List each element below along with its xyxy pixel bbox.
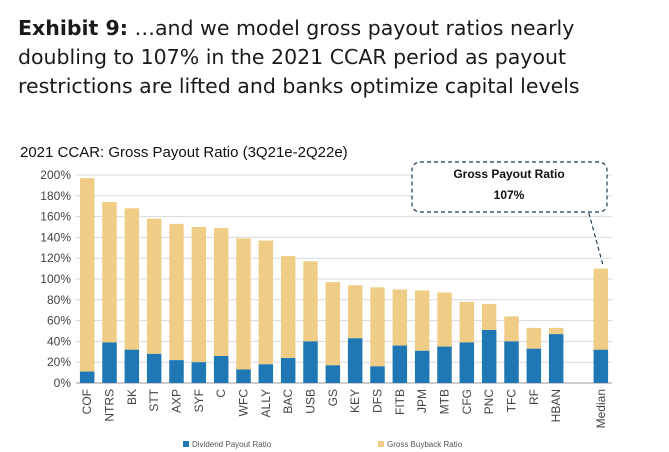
annotation-box	[411, 161, 608, 213]
bar-dividend	[124, 349, 140, 383]
x-tick-label: USB	[304, 389, 318, 414]
x-tick-label: BAC	[281, 389, 295, 414]
x-tick-label: C	[214, 389, 228, 398]
y-tick-label: 180%	[40, 189, 71, 203]
exhibit-headline: Exhibit 9: …and we model gross payout ra…	[18, 14, 658, 101]
bar-buyback	[146, 218, 162, 354]
bar-buyback	[325, 282, 341, 366]
bar-buyback	[347, 285, 363, 339]
bar-buyback	[258, 240, 274, 365]
bar-dividend	[79, 371, 95, 383]
bar-dividend	[481, 329, 497, 383]
bar-dividend	[258, 364, 274, 383]
bar-buyback	[392, 289, 408, 346]
bar-dividend	[146, 353, 162, 383]
bar-dividend	[526, 348, 542, 383]
y-tick-label: 100%	[40, 272, 71, 286]
bar-dividend	[593, 349, 609, 383]
x-tick-label: RF	[527, 389, 541, 405]
exhibit-text: …and we model gross payout ratios nearly…	[18, 16, 580, 98]
y-tick-label: 140%	[40, 230, 71, 244]
bar-dividend	[191, 362, 207, 383]
bar-dividend	[236, 369, 251, 383]
bar-dividend	[347, 338, 363, 383]
x-tick-label: CFG	[460, 389, 474, 414]
bar-buyback	[102, 202, 117, 343]
y-tick-label: 60%	[47, 314, 71, 328]
bar-buyback	[437, 292, 452, 347]
y-tick-label: 160%	[40, 210, 71, 224]
bar-buyback	[481, 303, 497, 330]
bar-dividend	[392, 345, 408, 383]
bar-buyback	[303, 261, 318, 342]
x-tick-label: Median	[594, 389, 608, 428]
bar-buyback	[526, 327, 542, 349]
bar-dividend	[280, 358, 296, 383]
bar-buyback	[169, 223, 184, 361]
legend-swatch	[378, 441, 384, 447]
bar-buyback	[280, 256, 296, 359]
x-tick-label: HBAN	[549, 389, 563, 422]
bar-dividend	[414, 350, 430, 383]
bar-buyback	[236, 238, 251, 370]
bar-buyback	[414, 290, 430, 351]
x-tick-label: FITB	[393, 389, 407, 415]
legend-swatch	[183, 441, 189, 447]
x-tick-label: AXP	[170, 389, 184, 413]
x-tick-label: ALLY	[259, 389, 273, 417]
bar-buyback	[459, 301, 475, 343]
bar-buyback	[593, 268, 609, 350]
bar-buyback	[79, 178, 95, 372]
bar-dividend	[370, 366, 385, 383]
x-tick-label: TFC	[505, 389, 519, 413]
bar-dividend	[102, 342, 117, 383]
x-tick-label: JPM	[415, 389, 429, 413]
x-tick-label: COF	[80, 389, 94, 414]
bar-buyback	[370, 287, 385, 367]
bar-buyback	[213, 228, 229, 356]
exhibit-label: Exhibit 9:	[18, 16, 128, 40]
y-tick-label: 200%	[40, 168, 71, 182]
y-tick-label: 120%	[40, 251, 71, 265]
bar-buyback	[191, 227, 207, 363]
chart-title: 2021 CCAR: Gross Payout Ratio (3Q21e-2Q2…	[20, 144, 348, 161]
x-tick-label: NTRS	[103, 389, 117, 422]
legend-label: Dividend Payout Ratio	[192, 440, 272, 449]
bar-dividend	[169, 360, 184, 383]
bar-buyback	[504, 316, 519, 342]
y-tick-label: 0%	[54, 376, 72, 390]
x-tick-label: GS	[326, 389, 340, 406]
bar-dividend	[325, 365, 341, 383]
bar-buyback	[124, 208, 140, 350]
x-tick-label: PNC	[482, 389, 496, 415]
x-tick-label: KEY	[348, 389, 362, 413]
x-tick-label: WFC	[237, 389, 251, 417]
annotation-value: 107%	[494, 188, 525, 202]
bar-dividend	[437, 346, 452, 383]
bar-dividend	[504, 341, 519, 383]
bar-dividend	[548, 334, 564, 383]
x-tick-label: DFS	[371, 389, 385, 413]
annotation-title: Gross Payout Ratio	[453, 167, 564, 181]
bar-dividend	[303, 341, 318, 383]
y-tick-label: 40%	[47, 334, 71, 348]
x-tick-label: MTB	[438, 389, 452, 414]
bar-dividend	[213, 355, 229, 383]
y-tick-label: 80%	[47, 293, 71, 307]
bar-buyback	[548, 327, 564, 335]
annotation-leader	[588, 212, 604, 265]
legend-label: Gross Buyback Ratio	[387, 440, 463, 449]
bar-dividend	[459, 342, 475, 383]
x-tick-label: SYF	[192, 389, 206, 412]
x-tick-label: STT	[147, 388, 161, 411]
x-tick-label: BK	[125, 389, 139, 405]
y-tick-label: 20%	[47, 355, 71, 369]
